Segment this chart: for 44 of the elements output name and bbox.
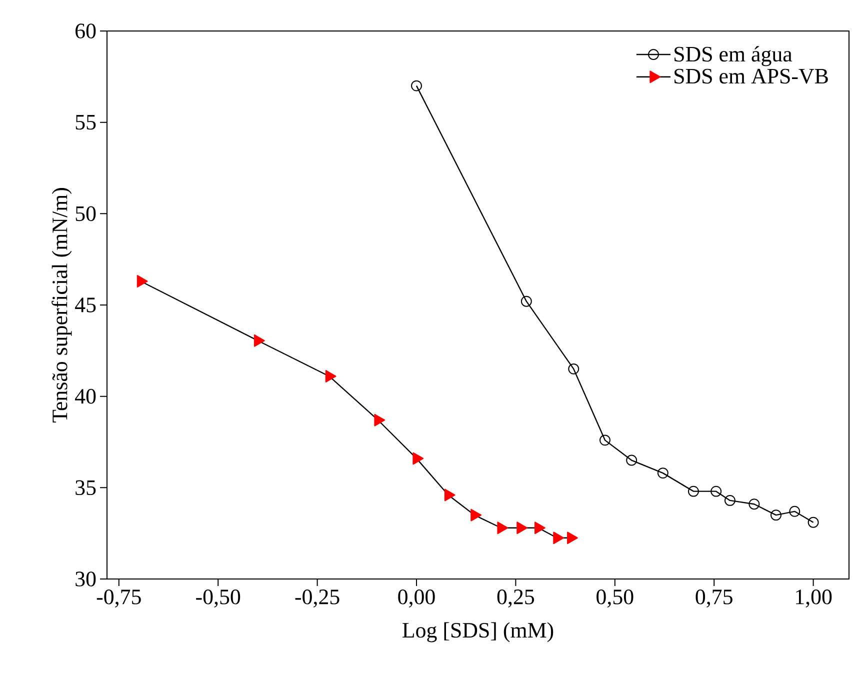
point — [626, 454, 638, 466]
point — [568, 363, 580, 374]
y-tick-label: 40 — [75, 388, 96, 404]
y-tick-label: 60 — [76, 24, 96, 38]
y-tick-label: 45 — [75, 298, 96, 312]
point — [374, 414, 386, 426]
x-tick-label: -0,75 — [96, 589, 141, 608]
point — [724, 494, 736, 506]
point — [553, 532, 564, 544]
x-tick-label: 0,75 — [696, 589, 732, 608]
point — [534, 522, 546, 534]
x-tick-label: 0,00 — [398, 589, 435, 608]
point — [254, 334, 265, 347]
point — [516, 522, 528, 534]
x-axis-title: Log [SDS] (mM) — [402, 622, 554, 642]
y-tick-label: 55 — [76, 115, 96, 130]
point — [412, 452, 424, 465]
point — [470, 508, 482, 522]
x-tick-label: 1,00 — [796, 589, 832, 608]
point — [136, 275, 148, 288]
y-tick-label: 50 — [76, 206, 96, 222]
point — [411, 80, 422, 92]
y-tick-label: 30 — [76, 572, 96, 586]
point — [770, 510, 782, 521]
legend-label: SDS em APS-VB — [674, 68, 828, 84]
x-tick-label: 0,50 — [596, 589, 634, 608]
point — [444, 488, 456, 502]
point — [657, 468, 668, 479]
point — [789, 506, 800, 517]
legend-label: SDS em água — [674, 46, 792, 66]
point — [599, 434, 610, 446]
point — [688, 486, 699, 497]
point — [567, 532, 578, 544]
x-tick-label: 0,25 — [497, 589, 534, 608]
point — [325, 370, 336, 382]
point — [497, 522, 508, 534]
point — [520, 296, 532, 307]
point — [808, 516, 819, 528]
y-tick-label: 35 — [76, 480, 96, 496]
point — [748, 498, 760, 510]
y-axis-title: Tensão superficial (mN/m) — [52, 188, 72, 423]
x-tick-label: -0,25 — [295, 589, 340, 608]
x-tick-label: -0,50 — [196, 589, 240, 608]
point — [710, 486, 722, 497]
